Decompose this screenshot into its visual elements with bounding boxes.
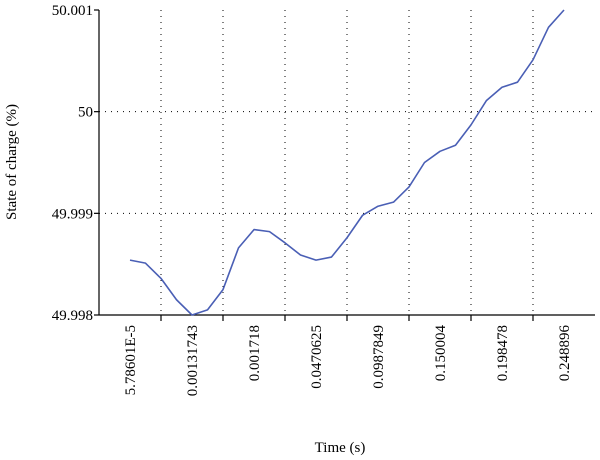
y-axis-title: State of charge (%) [4,104,20,220]
line-series [129,9,565,316]
x-tick-label: 0.0987849 [371,325,387,389]
y-tick-label: 49.999 [52,206,93,222]
y-tick-label: 49.998 [52,308,93,324]
x-tick-label: 0.00131743 [185,325,201,396]
y-tick-label: 50.001 [52,3,93,19]
x-tick-label: 0.248896 [557,325,573,382]
x-tick-label: 0.150004 [433,325,449,382]
x-tick-label: 0.198478 [495,325,511,381]
x-axis-title: Time (s) [315,440,366,456]
x-tick-label: 0.001718 [247,325,263,381]
x-tick-label: 5.78601E-5 [123,325,139,395]
y-tick-label: 50 [78,105,93,121]
x-tick-label: 0.0470625 [309,325,325,389]
